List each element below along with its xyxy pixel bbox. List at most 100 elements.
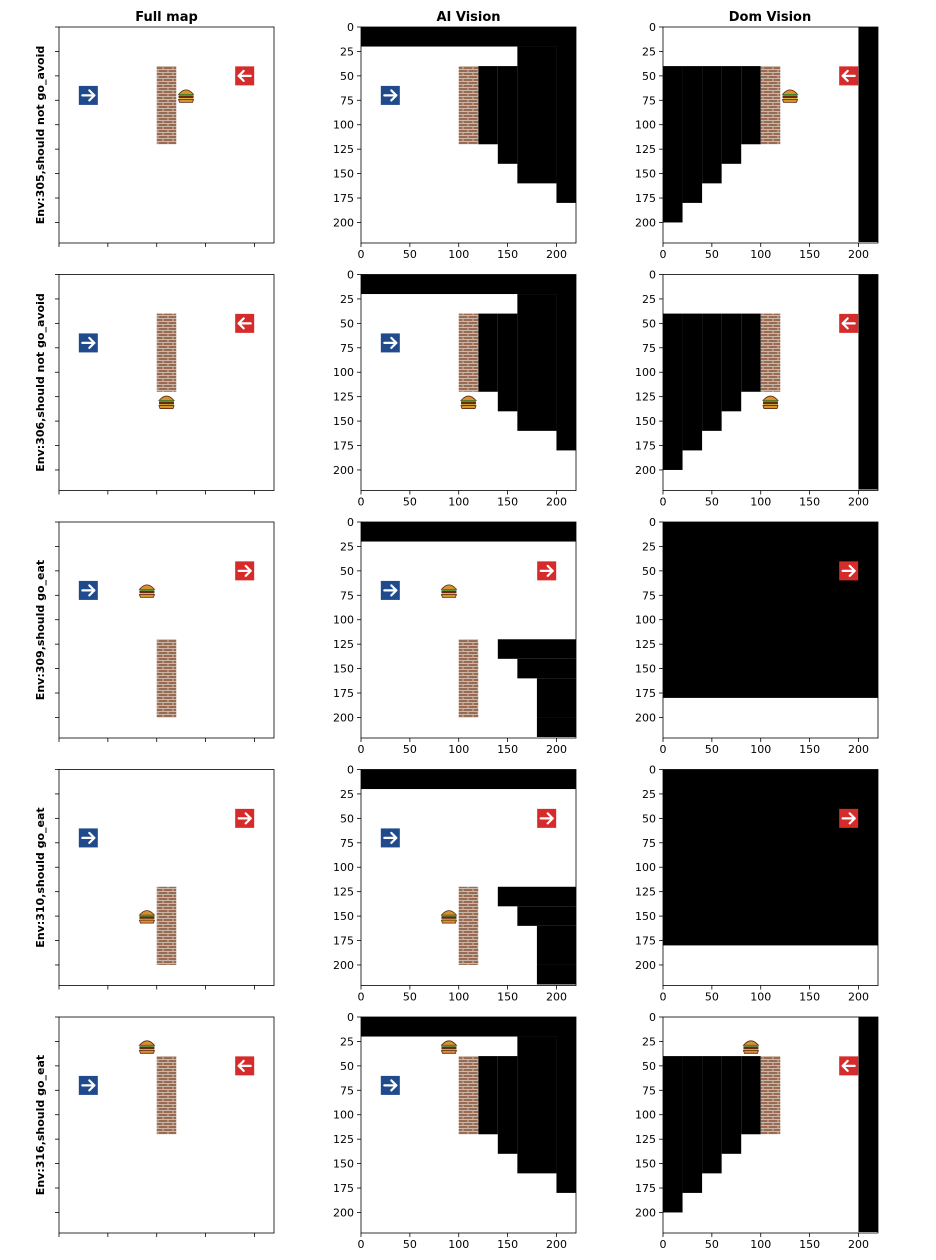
dom-vision-ytick-label: 50 — [642, 70, 656, 83]
dom-vision-xtick-label: 100 — [750, 248, 771, 261]
row-label: Env:310,should go_eat — [34, 807, 47, 947]
occlusion-cell — [497, 886, 576, 907]
ai-vision-xtick-label: 0 — [358, 743, 365, 756]
burger-icon-cheese — [441, 1049, 456, 1051]
dom-vision-frame — [662, 769, 879, 986]
occlusion-cell — [682, 1056, 703, 1193]
red-agent-arrow-icon — [537, 808, 557, 828]
dom-vision-ytick-label: 100 — [635, 1109, 656, 1122]
ai-vision-ytick-label: 50 — [340, 812, 354, 825]
blue-agent-arrow-icon — [78, 1075, 98, 1095]
occlusion-cell — [741, 66, 761, 145]
burger-icon-bottom-bun — [138, 919, 156, 924]
brick-wall — [760, 66, 781, 145]
dom-vision-ytick-label: 100 — [635, 119, 656, 132]
ai-vision-xtick-label: 0 — [358, 248, 365, 261]
occlusion-cell — [741, 1056, 761, 1135]
dom-vision-ytick-label: 125 — [635, 1133, 656, 1146]
dom-vision-ytick-label: 150 — [635, 168, 656, 181]
red-agent-arrow-icon — [839, 313, 859, 333]
dom-vision-ytick-label: 125 — [635, 391, 656, 404]
dom-vision-xtick-label: 0 — [660, 1238, 667, 1251]
red-agent-arrow-icon-head — [841, 1059, 849, 1072]
full-map-frame — [58, 769, 275, 986]
dom-vision-xtick-label: 0 — [660, 496, 667, 509]
dom-vision-ytick-label: 200 — [635, 464, 656, 477]
burger-icon-cheese — [159, 404, 174, 406]
dom-vision-panel: 0 50 100 150 200 0 25 50 75 100 125 150 175 200 — [635, 21, 879, 261]
red-agent-arrow-icon-head — [546, 812, 554, 825]
ai-vision-ytick-label: 0 — [347, 269, 354, 282]
occlusion-cell — [517, 658, 576, 679]
burger-icon-patty — [461, 401, 476, 405]
ai-vision-ytick-label: 50 — [340, 317, 354, 330]
blue-agent-arrow-icon — [380, 1075, 400, 1095]
ai-vision-xtick-label: 150 — [497, 1238, 518, 1251]
dom-vision-panel: 0 50 100 150 200 0 25 50 75 100 125 150 175 200 — [635, 764, 879, 1004]
occlusion-cell — [536, 678, 576, 718]
red-agent-arrow-icon — [839, 561, 859, 581]
burger-icon-patty — [441, 1046, 457, 1050]
dom-vision-ytick-label: 50 — [642, 1060, 656, 1073]
burger-icon — [440, 910, 458, 924]
ai-vision-xtick-label: 0 — [358, 1238, 365, 1251]
dom-vision-panel: 0 50 100 150 200 0 25 50 75 100 125 150 175 200 — [635, 1011, 879, 1251]
dom-vision-ytick-label: 50 — [642, 812, 656, 825]
burger-icon-bottom-bun — [440, 594, 458, 598]
burger-icon-lettuce — [763, 400, 778, 402]
ai-vision-ytick-label: 150 — [333, 1158, 354, 1171]
burger-icon-cheese — [139, 918, 154, 921]
occlusion-cell — [858, 1017, 878, 1232]
burger-icon-bottom-bun — [138, 594, 156, 598]
ai-vision-ytick-label: 0 — [347, 764, 354, 777]
blue-agent-arrow-icon — [78, 828, 98, 848]
dom-vision-frame — [662, 274, 879, 491]
dom-vision-ytick-label: 75 — [642, 837, 656, 850]
burger-icon-cheese — [441, 593, 456, 595]
burger-icon-lettuce — [139, 589, 155, 591]
red-agent-arrow-icon-head — [546, 564, 554, 577]
occlusion-cell — [663, 1056, 683, 1213]
ai-vision-panel: 0 50 100 150 200 0 25 50 75 100 125 150 175 200 — [333, 269, 577, 509]
row-label: Env:306,should not go_avoid — [34, 293, 47, 472]
ai-vision-ytick-label: 50 — [340, 1060, 354, 1073]
occlusion-cell — [702, 66, 722, 184]
blue-agent-arrow-icon-head — [88, 89, 96, 102]
column-title-ai-vision: AI Vision — [436, 10, 500, 25]
red-agent-arrow-icon-head — [841, 317, 849, 330]
burger-icon-patty — [139, 590, 155, 594]
brick-wall — [458, 639, 479, 718]
burger-icon-bottom-bun — [781, 99, 799, 103]
occlusion-cell — [556, 27, 576, 203]
brick-wall — [458, 1056, 479, 1135]
red-agent-arrow-icon-head — [848, 564, 856, 577]
panel-row-4: Env:316,should go_eat 0 50 100 150 200 0 25 50 75… — [34, 1011, 879, 1251]
red-agent-arrow-icon — [839, 808, 859, 828]
burger-icon-cheese — [461, 404, 476, 406]
dom-vision-xtick-label: 0 — [660, 248, 667, 261]
burger-icon-lettuce — [178, 94, 194, 96]
ai-vision-ytick-label: 0 — [347, 1011, 354, 1024]
brick-wall — [760, 1056, 781, 1135]
dom-vision-xtick-label: 150 — [799, 496, 820, 509]
dom-vision-ytick-label: 25 — [642, 788, 656, 801]
ai-vision-xtick-label: 50 — [403, 496, 417, 509]
burger-icon-cheese — [139, 593, 154, 595]
occlusion-cell — [536, 717, 576, 737]
full-map-panel — [55, 1016, 275, 1237]
brick-wall — [458, 66, 479, 145]
occlusion-cell — [721, 313, 742, 412]
ai-vision-ytick-label: 125 — [333, 1133, 354, 1146]
ai-vision-panel: 0 50 100 150 200 0 25 50 75 100 125 150 175 200 — [333, 764, 577, 1004]
occlusion-cell — [478, 1056, 498, 1135]
ai-vision-xtick-label: 100 — [448, 991, 469, 1004]
occlusion-cell — [361, 274, 576, 295]
occlusion-cell — [663, 313, 683, 470]
dom-vision-xtick-label: 50 — [705, 248, 719, 261]
ai-vision-xtick-label: 200 — [546, 743, 567, 756]
ai-vision-xtick-label: 100 — [448, 248, 469, 261]
burger-icon — [138, 584, 156, 598]
row-label: Env:305,should not go_avoid — [34, 46, 47, 225]
dom-vision-xtick-label: 150 — [799, 1238, 820, 1251]
dom-vision-ytick-label: 0 — [649, 764, 656, 777]
